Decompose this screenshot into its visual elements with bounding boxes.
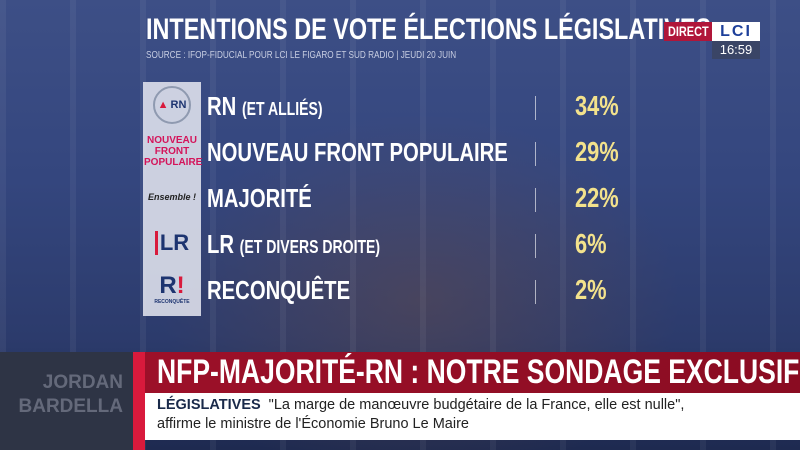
divider	[535, 96, 536, 120]
party-qualifier: (ET DIVERS DROITE)	[239, 237, 381, 257]
party-name: RECONQUÊTE	[207, 275, 351, 305]
ticker-line2: affirme le ministre de l'Économie Bruno …	[157, 416, 469, 432]
party-name: RN (ET ALLIÉS)	[207, 91, 355, 124]
ticker-tag: LÉGISLATIVES	[157, 397, 261, 413]
news-ticker: LÉGISLATIVES "La marge de manœuvre budgét…	[145, 393, 800, 440]
poster-line2: BARDELLA	[18, 396, 124, 417]
party-percent: 29%	[575, 136, 619, 167]
graphic-title: INTENTIONS DE VOTE ÉLECTIONS LÉGISLATIVE…	[146, 14, 800, 45]
source-text: SOURCE : IFOP-FIDUCIAL POUR LCI LE FIGAR…	[146, 49, 457, 61]
ticker-text: "La marge de manœuvre budgétaire de la F…	[268, 397, 685, 413]
title-text: INTENTIONS DE VOTE ÉLECTIONS LÉGISLATIVE…	[146, 13, 712, 46]
party-percent: 6%	[575, 228, 607, 259]
rn-logo-text: RN	[170, 99, 187, 111]
ticker-line1: LÉGISLATIVES "La marge de manœuvre budgét…	[157, 397, 684, 414]
candidate-poster: JORDAN BARDELLA	[0, 352, 133, 450]
party-percent: 22%	[575, 182, 619, 213]
result-row-reconquete: RECONQUÊTE 2%	[205, 270, 645, 310]
accent-stripe	[133, 352, 145, 450]
nfp-logo-text: NOUVEAU FRONT POPULAIRE	[144, 134, 203, 168]
party-percent: 2%	[575, 274, 607, 305]
party-qualifier: (ET ALLIÉS)	[241, 99, 323, 119]
party-name: LR (ET DIVERS DROITE)	[207, 229, 429, 262]
party-logos: ▲ RN NOUVEAU FRONT POPULAIRE Ensemble ! L…	[143, 82, 203, 316]
party-label: RN	[207, 91, 237, 121]
ensemble-logo: Ensemble !	[147, 192, 196, 202]
result-row-rn: RN (ET ALLIÉS) 34%	[205, 86, 645, 126]
divider	[535, 142, 536, 166]
headline-banner: NFP-MAJORITÉ-RN : NOTRE SONDAGE EXCLUSIF	[145, 352, 800, 393]
divider	[535, 234, 536, 258]
lr-logo: LR	[143, 220, 201, 266]
divider	[535, 188, 536, 212]
reconquete-logo: R! RECONQUÊTE	[143, 266, 201, 312]
result-row-majorite: MAJORITÉ 22%	[205, 178, 645, 218]
party-percent: 34%	[575, 90, 619, 121]
rn-flame-icon: ▲ RN	[153, 86, 191, 124]
clock: 16:59	[712, 41, 760, 59]
live-text: DIRECT	[668, 23, 709, 39]
headline-text: NFP-MAJORITÉ-RN : NOTRE SONDAGE EXCLUSIF	[157, 353, 800, 391]
result-row-lr: LR (ET DIVERS DROITE) 6%	[205, 224, 645, 264]
reconquete-logo-text: RECONQUÊTE	[154, 299, 190, 305]
live-badge: DIRECT	[664, 22, 712, 41]
lr-logo-text: LR	[154, 231, 189, 255]
party-name: MAJORITÉ	[207, 183, 312, 213]
nfp-logo: NOUVEAU FRONT POPULAIRE	[143, 128, 203, 174]
party-label: LR	[207, 229, 235, 259]
channel-logo: LCI	[712, 22, 760, 41]
divider	[535, 280, 536, 304]
poster-line1: JORDAN	[42, 372, 123, 393]
result-row-nfp: NOUVEAU FRONT POPULAIRE 29%	[205, 132, 645, 172]
reconquete-r-icon: R!	[159, 272, 185, 299]
rn-logo: ▲ RN	[143, 82, 201, 128]
party-name: NOUVEAU FRONT POPULAIRE	[207, 137, 508, 167]
poll-source: SOURCE : IFOP-FIDUCIAL POUR LCI LE FIGAR…	[146, 49, 544, 61]
